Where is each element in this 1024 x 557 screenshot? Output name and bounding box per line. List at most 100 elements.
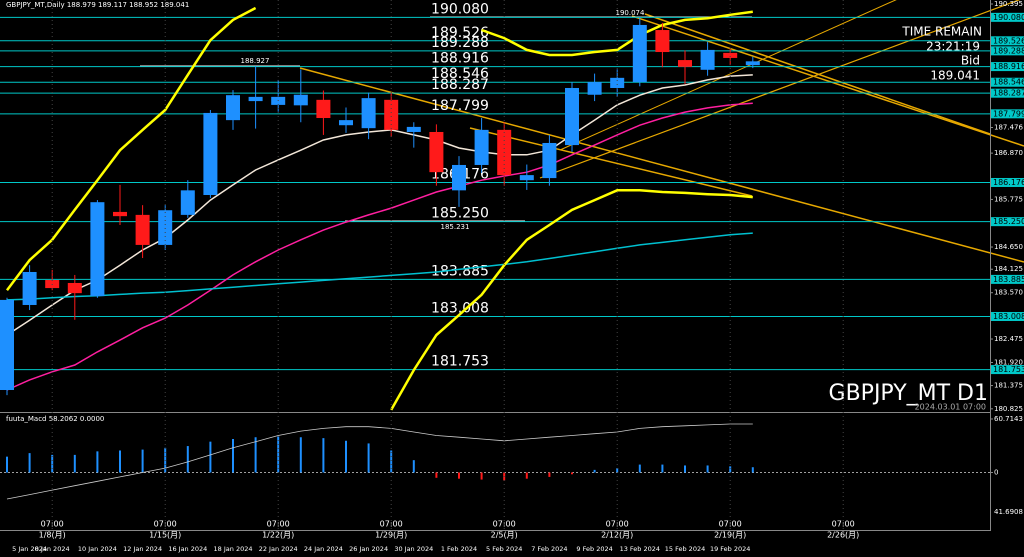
level-label: 181.753 (431, 354, 489, 370)
week-time: 07:00 (606, 520, 629, 529)
level-label: 187.799 (431, 98, 489, 114)
y-tick-label: 190.395 (994, 0, 1023, 8)
candle-body (678, 60, 692, 67)
y-tick-label: 181.375 (994, 382, 1023, 390)
level-label: 188.916 (431, 51, 489, 67)
week-time: 07:00 (154, 520, 177, 529)
week-label: 1/8(月) (39, 531, 66, 540)
week-time: 07:00 (493, 520, 516, 529)
x-tick-label: 5 Jan 2024 (12, 545, 47, 553)
level-axis-box (991, 62, 1024, 72)
x-tick-label: 19 Feb 2024 (710, 545, 750, 553)
time-remain: 23:21:19 (926, 40, 980, 54)
y-tick-label: 184.125 (994, 265, 1023, 273)
week-time: 07:00 (719, 520, 742, 529)
macd-tick-label: 0 (994, 469, 998, 477)
week-time: 07:00 (267, 520, 290, 529)
level-axis-box (991, 46, 1024, 56)
bid-title: Bid (961, 54, 980, 68)
chart-title: GBPJPY_MT,Daily 188.979 189.117 188.952 … (6, 1, 189, 9)
candle-body (565, 87, 579, 146)
level-label: 190.080 (431, 1, 489, 17)
x-tick-label: 15 Feb 2024 (665, 545, 705, 553)
indicator-line (6, 74, 753, 336)
candle-body (632, 24, 647, 83)
annotation: 185.231 (441, 223, 470, 231)
x-tick-label: 1 Feb 2024 (441, 545, 477, 553)
level-axis-label: 181.753 (993, 365, 1024, 374)
watermark-time: 2024.03.01 07:00 (915, 403, 986, 412)
x-tick-label: 5 Feb 2024 (486, 545, 522, 553)
indicator-line (6, 102, 753, 391)
level-axis-box (991, 177, 1024, 187)
level-axis-label: 187.799 (993, 109, 1024, 118)
level-axis-box (991, 109, 1024, 119)
candle-body (293, 94, 308, 106)
level-axis-label: 185.250 (993, 217, 1024, 226)
x-tick-label: 22 Jan 2024 (259, 545, 298, 553)
level-axis-box (991, 365, 1024, 375)
candle-body (429, 131, 444, 173)
candle-body (452, 164, 466, 191)
candle-body (655, 30, 670, 53)
annotation: 188.927 (241, 57, 270, 65)
level-axis-label: 189.288 (993, 46, 1024, 55)
candle-body (542, 142, 557, 179)
y-tick-label: 180.825 (994, 405, 1023, 413)
x-tick-label: 7 Feb 2024 (531, 545, 567, 553)
week-label: 1/29(月) (375, 531, 407, 540)
level-label: 189.526 (431, 25, 489, 41)
candle-body (0, 299, 14, 391)
x-tick-label: 30 Jan 2024 (394, 545, 433, 553)
level-axis-box (991, 77, 1024, 87)
level-axis-box (991, 36, 1024, 46)
level-label: 188.287 (431, 77, 489, 93)
bid: 189.041 (930, 69, 980, 83)
level-axis-box (991, 311, 1024, 321)
candle-body (610, 77, 625, 88)
level-axis-box (991, 88, 1024, 98)
y-tick-label: 184.650 (994, 243, 1023, 251)
level-label: 188.546 (431, 66, 489, 82)
week-label: 1/22(月) (262, 531, 294, 540)
indicator-line (6, 6, 753, 291)
x-tick-label: 16 Jan 2024 (168, 545, 207, 553)
candle-body (474, 129, 489, 165)
week-time: 07:00 (41, 520, 64, 529)
annotation: 190.074 (616, 9, 645, 17)
candle-body (339, 120, 353, 126)
week-label: 2/12(月) (601, 531, 633, 540)
candle-body (90, 202, 105, 297)
y-tick-label: 183.570 (994, 289, 1023, 297)
candle-body (361, 98, 376, 129)
level-axis-box (991, 274, 1024, 284)
macd-title: fuuta_Macd 58.2062 0.0000 (6, 415, 104, 423)
level-axis-label: 188.287 (993, 89, 1024, 98)
candle-body (113, 211, 127, 217)
level-label: 185.250 (431, 206, 489, 222)
candle-body (248, 96, 263, 102)
x-tick-label: 10 Jan 2024 (78, 545, 117, 553)
y-tick-label: 181.920 (994, 359, 1023, 367)
level-axis-label: 183.008 (993, 312, 1024, 321)
level-label: 189.288 (431, 35, 489, 51)
candle-body (406, 126, 421, 132)
level-axis-label: 183.885 (993, 275, 1024, 284)
level-axis-box (991, 217, 1024, 227)
candle-body (226, 95, 240, 121)
indicator-line (390, 189, 753, 411)
macd-bottom-label: 41.6908 (994, 508, 1023, 516)
time-remain-title: TIME REMAIN (901, 25, 982, 39)
candle-body (135, 214, 150, 245)
watermark: GBPJPY_MT D1 (829, 381, 988, 406)
macd-tick-label: 60.7143 (994, 415, 1023, 423)
candle-body (384, 99, 399, 130)
level-axis-label: 190.080 (993, 13, 1024, 22)
x-tick-label: 13 Feb 2024 (620, 545, 660, 553)
week-label: 2/5(月) (491, 531, 518, 540)
x-tick-label: 24 Jan 2024 (304, 545, 343, 553)
week-time: 07:00 (380, 520, 403, 529)
week-label: 1/15(月) (149, 531, 181, 540)
level-axis-label: 188.916 (993, 62, 1024, 71)
